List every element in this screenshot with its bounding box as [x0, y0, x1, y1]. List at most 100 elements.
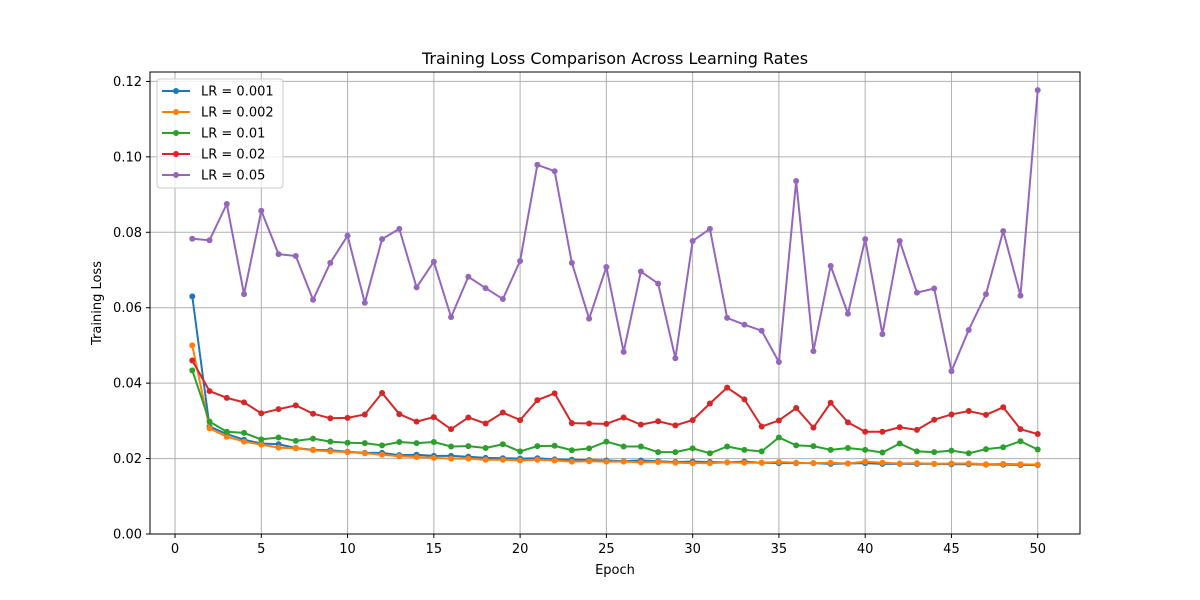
data-point: [982, 291, 989, 298]
data-point: [534, 397, 541, 404]
data-point: [913, 426, 920, 433]
data-point: [206, 418, 213, 425]
data-point: [517, 448, 524, 455]
legend-label: LR = 0.002: [201, 106, 274, 121]
data-point: [430, 258, 437, 265]
data-point: [758, 448, 765, 455]
data-point: [655, 280, 662, 287]
y-tick-label: 0.02: [113, 452, 142, 467]
series-2: [189, 342, 1041, 468]
data-point: [1017, 461, 1024, 468]
data-point: [913, 448, 920, 455]
data-point: [189, 293, 196, 300]
data-point: [292, 253, 299, 260]
data-point: [361, 299, 368, 306]
data-point: [551, 168, 558, 175]
legend: LR = 0.001 LR = 0.002 LR = 0.01 LR = 0.02 LR…: [156, 78, 284, 189]
data-point: [465, 443, 472, 450]
data-point: [344, 439, 351, 446]
data-point: [551, 457, 558, 464]
legend-swatch-marker: [173, 130, 179, 136]
data-point: [206, 237, 213, 244]
data-point: [482, 445, 489, 452]
data-point: [586, 420, 593, 427]
data-point: [1034, 431, 1041, 438]
data-point: [741, 446, 748, 453]
series-layer: [189, 87, 1041, 468]
x-tick-label: 30: [684, 542, 701, 557]
data-point: [223, 201, 230, 207]
data-point: [672, 459, 679, 466]
data-point: [862, 236, 869, 243]
data-point: [948, 368, 955, 375]
data-point: [189, 235, 196, 242]
data-point: [327, 415, 334, 422]
data-point: [827, 262, 834, 269]
data-point: [1034, 461, 1041, 468]
data-point: [982, 461, 989, 468]
data-point: [551, 442, 558, 449]
data-point: [223, 433, 230, 440]
data-point: [655, 449, 662, 456]
data-point: [568, 420, 575, 427]
data-point: [810, 424, 817, 431]
legend-item-5: LR = 0.05: [162, 169, 265, 184]
y-tick-label: 0.10: [113, 150, 142, 165]
data-point: [879, 331, 886, 338]
y-tick-label: 0.06: [113, 301, 142, 316]
legend-label: LR = 0.001: [201, 85, 274, 100]
plot-area-frame: [149, 71, 1081, 535]
data-point: [741, 459, 748, 466]
data-point: [482, 285, 489, 292]
y-tick-label: 0.04: [113, 377, 142, 392]
data-point: [396, 438, 403, 445]
data-point: [379, 389, 386, 396]
data-point: [361, 440, 368, 447]
y-tick-label: 0.08: [113, 226, 142, 241]
data-point: [413, 440, 420, 447]
data-point: [517, 457, 524, 464]
data-point: [275, 406, 282, 413]
data-point: [448, 426, 455, 433]
data-point: [189, 342, 196, 349]
data-point: [948, 460, 955, 467]
data-point: [534, 456, 541, 463]
data-point: [689, 460, 696, 467]
data-point: [206, 425, 213, 432]
data-point: [327, 438, 334, 445]
data-point: [810, 460, 817, 467]
data-point: [724, 314, 731, 321]
x-tick-label: 40: [857, 542, 874, 557]
x-tick-label: 5: [257, 542, 265, 557]
x-tick-label: 10: [339, 542, 356, 557]
x-tick-label: 25: [598, 542, 615, 557]
data-point: [844, 460, 851, 467]
legend-label: LR = 0.02: [201, 148, 265, 163]
data-point: [430, 438, 437, 445]
data-point: [672, 355, 679, 362]
data-point: [310, 296, 317, 303]
legend-item-2: LR = 0.002: [162, 106, 274, 121]
legend-label: LR = 0.01: [201, 127, 265, 142]
data-point: [448, 443, 455, 450]
data-point: [931, 449, 938, 456]
data-point: [586, 445, 593, 452]
data-point: [913, 460, 920, 467]
data-point: [1000, 444, 1007, 451]
data-point: [879, 428, 886, 435]
data-point: [793, 442, 800, 449]
data-point: [241, 291, 248, 298]
series-3: [189, 367, 1041, 457]
data-point: [465, 455, 472, 462]
data-point: [844, 310, 851, 317]
data-point: [637, 443, 644, 450]
data-point: [344, 232, 351, 239]
data-point: [189, 357, 196, 364]
data-point: [1000, 460, 1007, 467]
data-point: [206, 388, 213, 395]
data-point: [430, 414, 437, 421]
data-point: [775, 458, 782, 465]
data-point: [586, 315, 593, 322]
axis-ticks: 0 5 10 15 20 25 30 35 40 45 50 0.00 0.02 0.04 0.06 0.08…: [113, 75, 1046, 557]
